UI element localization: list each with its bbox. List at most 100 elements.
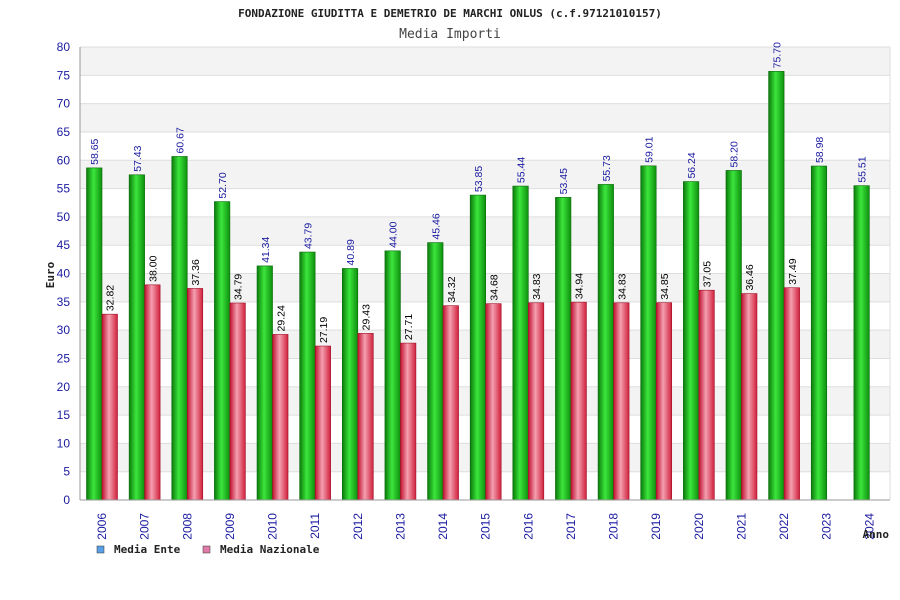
bar-media-nazionale xyxy=(144,284,161,501)
x-tick-label: 2018 xyxy=(607,513,621,540)
bar-media-nazionale xyxy=(528,302,545,501)
bar-value-label-media-nazionale: 27.19 xyxy=(318,317,330,343)
bar-media-ente xyxy=(341,268,359,501)
x-tick-label: 2021 xyxy=(734,513,748,540)
y-tick-label: 80 xyxy=(57,40,71,54)
x-tick-label: 2022 xyxy=(777,513,791,540)
bar-media-ente xyxy=(214,201,231,501)
bar-value-label-media-nazionale: 37.05 xyxy=(702,261,714,287)
x-tick-label: 2011 xyxy=(308,513,322,539)
bar-value-label-media-ente: 43.79 xyxy=(302,223,314,249)
y-tick-label: 0 xyxy=(63,493,70,507)
bar-value-label-media-ente: 60.67 xyxy=(175,127,187,153)
bar-media-nazionale xyxy=(783,287,800,501)
x-tick-label: 2007 xyxy=(138,513,152,540)
bar-media-nazionale xyxy=(570,301,587,501)
bar-value-label-media-nazionale: 34.83 xyxy=(531,273,543,299)
legend-swatch-media-nazionale xyxy=(202,545,211,554)
legend: Media Ente Media Nazionale xyxy=(96,543,320,556)
bar-value-label-media-nazionale: 29.24 xyxy=(275,305,287,331)
bar-value-label-media-ente: 52.70 xyxy=(217,172,229,198)
bar-value-label-media-ente: 57.43 xyxy=(132,145,144,171)
y-tick-label: 40 xyxy=(57,267,71,281)
y-tick-label: 5 xyxy=(63,465,70,479)
bar-media-ente xyxy=(810,165,828,501)
plot-band xyxy=(80,47,890,76)
bar-media-ente xyxy=(512,185,529,501)
bar-media-ente xyxy=(853,185,870,501)
bar-value-label-media-nazionale: 34.85 xyxy=(659,273,671,299)
bar-media-nazionale xyxy=(741,293,758,501)
y-axis-label: Euro xyxy=(44,261,57,288)
bar-value-label-media-ente: 56.24 xyxy=(686,152,698,178)
x-tick-label: 2019 xyxy=(649,513,663,540)
bar-media-nazionale xyxy=(655,302,673,501)
bar-value-label-media-ente: 41.34 xyxy=(260,236,272,262)
bar-value-label-media-ente: 53.85 xyxy=(473,166,485,192)
x-tick-label: 2012 xyxy=(351,513,365,540)
bar-media-nazionale xyxy=(229,302,246,501)
bar-value-label-media-nazionale: 37.36 xyxy=(190,259,202,285)
bar-media-ente xyxy=(171,156,188,501)
bar-media-nazionale xyxy=(357,333,374,501)
bar-value-label-media-ente: 75.70 xyxy=(771,42,783,68)
bar-media-nazionale xyxy=(314,345,331,501)
bar-value-label-media-nazionale: 34.32 xyxy=(446,276,458,302)
bar-value-label-media-ente: 53.45 xyxy=(558,168,570,194)
bar-value-label-media-nazionale: 34.68 xyxy=(488,274,500,300)
y-axis-ticks: 0 5 10 15 20 25 30 35 40 45 50 55 60 65 70 75 80 xyxy=(57,40,71,507)
y-tick-label: 20 xyxy=(57,380,71,394)
legend-label-media-nazionale: Media Nazionale xyxy=(220,543,320,556)
bar-value-label-media-ente: 58.20 xyxy=(729,141,741,167)
bar-value-label-media-ente: 58.65 xyxy=(89,138,101,164)
bar-value-label-media-nazionale: 37.49 xyxy=(787,258,799,284)
bar-value-label-media-nazionale: 36.46 xyxy=(744,264,756,290)
bar-value-label-media-nazionale: 27.71 xyxy=(403,314,415,340)
bar-media-ente xyxy=(555,197,572,501)
chart-subtitle: Media Importi xyxy=(399,27,501,42)
bar-media-nazionale xyxy=(485,303,502,501)
y-tick-label: 35 xyxy=(57,295,71,309)
bar-value-label-media-ente: 44.00 xyxy=(388,221,400,247)
y-tick-label: 15 xyxy=(57,408,71,422)
bar-media-ente xyxy=(427,242,444,501)
y-tick-label: 75 xyxy=(57,68,71,82)
bar-media-ente xyxy=(683,181,700,501)
bar-media-ente xyxy=(640,165,657,501)
x-tick-label: 2020 xyxy=(692,513,706,540)
bar-value-label-media-nazionale: 34.79 xyxy=(233,274,245,300)
bar-value-label-media-ente: 55.51 xyxy=(857,156,869,182)
plot-band xyxy=(80,160,890,189)
bar-value-label-media-ente: 40.89 xyxy=(345,239,357,265)
x-axis-label: Anno xyxy=(863,528,890,541)
bar-value-label-media-ente: 58.98 xyxy=(814,137,826,163)
bar-media-ente xyxy=(128,174,145,501)
bar-media-ente xyxy=(384,250,401,501)
chart-title: FONDAZIONE GIUDITTA E DEMETRIO DE MARCHI… xyxy=(238,7,662,20)
bar-media-ente xyxy=(597,184,614,501)
x-tick-label: 2017 xyxy=(564,513,578,540)
bar-value-label-media-nazionale: 38.00 xyxy=(147,255,159,281)
plot-band xyxy=(80,103,890,132)
y-tick-label: 70 xyxy=(57,97,71,111)
bar-media-nazionale xyxy=(101,313,118,501)
x-tick-label: 2013 xyxy=(393,513,407,540)
y-tick-label: 25 xyxy=(57,351,71,365)
bar-media-ente xyxy=(469,194,486,501)
bar-value-label-media-ente: 59.01 xyxy=(643,136,655,162)
y-tick-label: 55 xyxy=(57,182,71,196)
bar-media-nazionale xyxy=(698,289,715,501)
y-tick-label: 60 xyxy=(57,153,71,167)
x-tick-label: 2024 xyxy=(862,513,876,540)
bar-media-ente xyxy=(768,71,785,501)
bar-value-label-media-ente: 55.73 xyxy=(601,155,613,181)
bar-value-label-media-ente: 45.46 xyxy=(430,213,442,239)
plot-band xyxy=(80,75,890,104)
bar-media-ente xyxy=(299,251,316,501)
y-tick-label: 50 xyxy=(57,210,71,224)
bar-media-nazionale xyxy=(186,288,204,501)
x-tick-label: 2014 xyxy=(436,513,450,540)
legend-swatch-media-ente xyxy=(96,545,105,554)
bar-media-ente xyxy=(86,167,103,501)
